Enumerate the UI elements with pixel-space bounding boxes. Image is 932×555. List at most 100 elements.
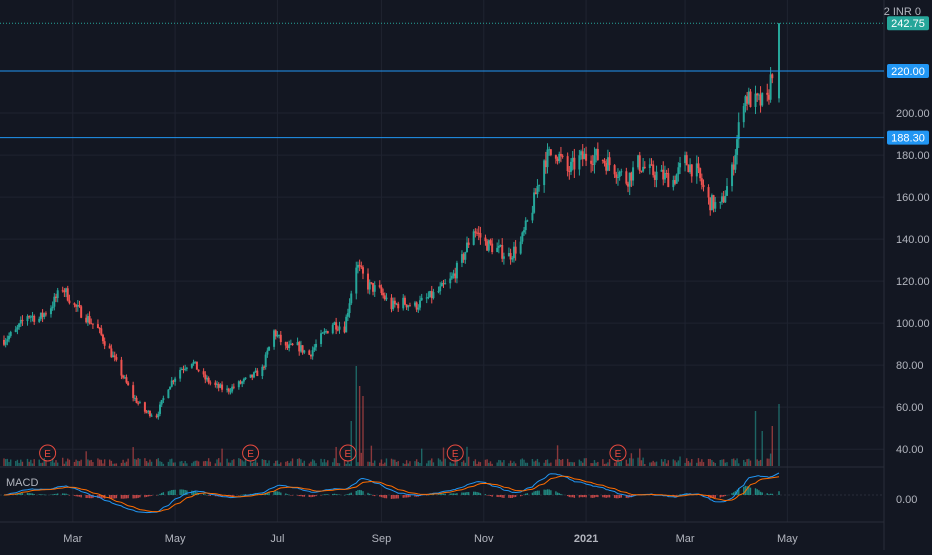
macd-histogram-bar bbox=[499, 495, 502, 498]
volume-bar bbox=[384, 462, 386, 466]
macd-histogram-bar bbox=[157, 494, 160, 496]
macd-histogram-bar bbox=[231, 495, 233, 497]
candle-body bbox=[420, 297, 423, 301]
volume-bar bbox=[488, 462, 490, 466]
volume-bar bbox=[699, 461, 701, 466]
candle-body bbox=[549, 149, 552, 156]
macd-histogram-bar bbox=[452, 493, 455, 495]
candle-body bbox=[28, 316, 31, 318]
volume-bar bbox=[322, 462, 324, 466]
macd-histogram-bar bbox=[754, 488, 757, 495]
volume-bar bbox=[451, 463, 453, 466]
macd-histogram-bar bbox=[21, 493, 24, 495]
volume-bar bbox=[748, 458, 750, 466]
candle-body bbox=[18, 323, 21, 328]
volume-bar bbox=[461, 462, 463, 466]
macd-histogram-bar bbox=[608, 495, 611, 498]
macd-histogram-bar bbox=[618, 495, 621, 498]
candle-body bbox=[61, 290, 64, 292]
macd-histogram-bar bbox=[343, 494, 346, 496]
volume-bar bbox=[191, 463, 193, 466]
volume-bar bbox=[650, 462, 653, 466]
macd-label[interactable]: MACD bbox=[6, 477, 38, 489]
volume-bar bbox=[98, 459, 101, 466]
candle-body bbox=[546, 149, 549, 168]
volume-bar bbox=[276, 460, 279, 466]
macd-histogram-bar bbox=[171, 490, 173, 495]
volume-bar bbox=[417, 461, 420, 466]
macd-histogram-bar bbox=[415, 495, 418, 497]
candle-body bbox=[460, 254, 463, 263]
macd-histogram-bar bbox=[323, 494, 326, 495]
macd-histogram-bar bbox=[348, 493, 351, 495]
volume-bar bbox=[4, 459, 7, 466]
candle-body bbox=[219, 384, 222, 388]
candle-body bbox=[761, 92, 764, 106]
macd-histogram-bar bbox=[426, 495, 428, 496]
macd-histogram-bar bbox=[414, 495, 416, 497]
macd-histogram-bar bbox=[33, 494, 35, 495]
macd-histogram-bar bbox=[548, 489, 550, 495]
earnings-marker-label: E bbox=[247, 449, 254, 460]
volume-bar bbox=[509, 460, 512, 466]
volume-bar bbox=[249, 460, 252, 466]
volume-bar bbox=[244, 458, 247, 466]
volume-bar bbox=[41, 462, 44, 466]
volume-bar bbox=[350, 421, 352, 466]
macd-histogram-bar bbox=[254, 493, 257, 495]
macd-histogram-bar bbox=[239, 494, 242, 496]
volume-bar bbox=[771, 426, 773, 466]
volume-bar bbox=[181, 460, 183, 466]
volume-bar bbox=[625, 459, 628, 466]
volume-bar bbox=[489, 461, 492, 466]
macd-histogram-bar bbox=[771, 493, 773, 495]
macd-histogram-bar bbox=[162, 492, 165, 495]
volume-bar bbox=[498, 459, 500, 466]
candle-body bbox=[88, 316, 91, 324]
candle-body bbox=[55, 296, 58, 299]
candle-body bbox=[439, 286, 442, 292]
macd-histogram-bar bbox=[538, 490, 540, 495]
volume-bar bbox=[20, 459, 22, 466]
candle-body bbox=[608, 157, 611, 166]
candle-body bbox=[571, 157, 574, 162]
volume-bar bbox=[632, 458, 634, 466]
volume-bar bbox=[214, 463, 217, 466]
candle-body bbox=[313, 347, 316, 351]
candle-body bbox=[714, 202, 717, 209]
candle-body bbox=[159, 404, 162, 414]
macd-histogram-bar bbox=[603, 495, 606, 498]
volume-bar bbox=[280, 462, 282, 466]
candle-body bbox=[405, 304, 408, 308]
macd-histogram-bar bbox=[110, 495, 113, 499]
macd-histogram-bar bbox=[479, 493, 482, 495]
horizontal-level-label: 220.00 bbox=[891, 66, 925, 78]
volume-bar bbox=[233, 459, 235, 466]
candle-body bbox=[101, 334, 104, 342]
macd-histogram-bar bbox=[207, 495, 210, 496]
volume-bar bbox=[514, 463, 517, 466]
candle-body bbox=[642, 166, 645, 172]
volume-bar bbox=[194, 460, 196, 466]
volume-bar bbox=[560, 459, 562, 466]
macd-histogram-bar bbox=[556, 492, 559, 495]
macd-histogram-bar bbox=[607, 495, 609, 498]
currency-label[interactable]: 2 INR 0 bbox=[884, 6, 921, 18]
volume-bar bbox=[266, 463, 269, 466]
volume-bar bbox=[139, 458, 141, 466]
horizontal-lines-layer[interactable]: 220.00 188.30 242.75 bbox=[0, 16, 929, 145]
candle-body bbox=[249, 374, 252, 378]
candle-body bbox=[274, 330, 277, 337]
macd-histogram-bar bbox=[395, 495, 398, 499]
candle-body bbox=[632, 167, 635, 181]
volume-bar bbox=[251, 462, 253, 466]
candle-body bbox=[519, 241, 522, 254]
candle-body bbox=[684, 155, 687, 163]
volume-bar bbox=[758, 460, 760, 466]
volume-bar bbox=[132, 447, 134, 466]
candle-body bbox=[731, 164, 734, 187]
volume-bar bbox=[472, 461, 475, 466]
volume-bar bbox=[642, 457, 644, 466]
candle-body bbox=[29, 316, 32, 318]
